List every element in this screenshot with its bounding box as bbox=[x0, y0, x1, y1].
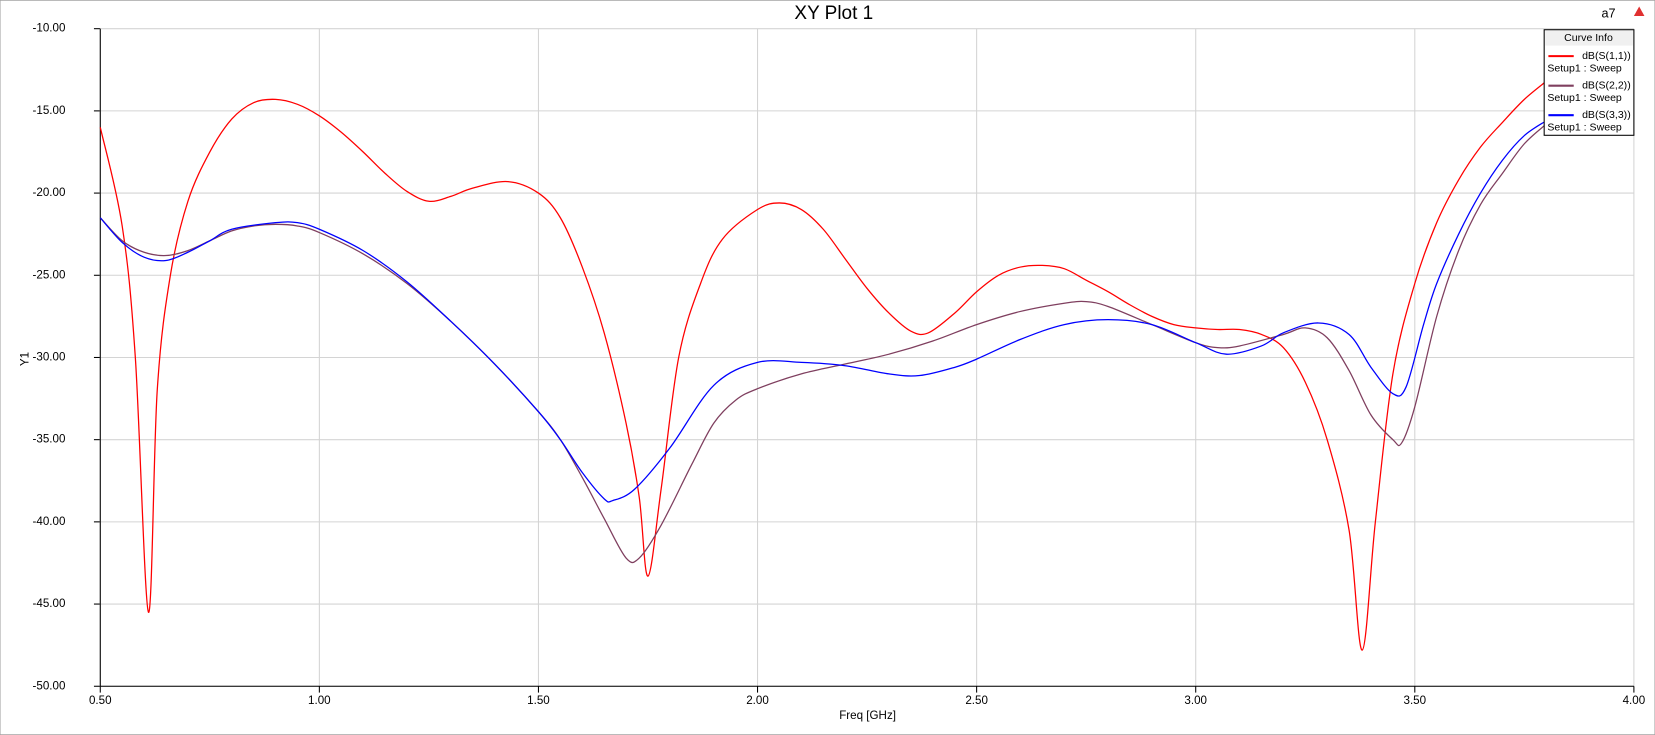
legend-header bbox=[1545, 30, 1633, 46]
data-line bbox=[99, 80, 1547, 651]
y-tick-label: -50.00 bbox=[33, 679, 66, 692]
legend-label: dB(S(2,2)) bbox=[1582, 79, 1631, 91]
x-tick-label: 3.50 bbox=[1403, 694, 1426, 707]
x-tick-label: 2.50 bbox=[965, 694, 988, 707]
x-tick-label: 4.00 bbox=[1623, 694, 1646, 707]
x-tick-label: 2.00 bbox=[746, 694, 769, 707]
y-tick-label: -25.00 bbox=[33, 268, 66, 281]
data-line bbox=[99, 123, 1547, 564]
y-tick-label: -30.00 bbox=[33, 351, 66, 364]
y-tick-label: -45.00 bbox=[33, 597, 66, 610]
legend-title: Curve Info bbox=[1564, 32, 1613, 44]
y-tick-label: -10.00 bbox=[33, 22, 66, 35]
corner-icon bbox=[1633, 6, 1645, 17]
y-tick-label: -40.00 bbox=[33, 515, 66, 528]
legend-setup: Setup1 : Sweep bbox=[1547, 92, 1622, 104]
y-tick-label: -35.00 bbox=[33, 433, 66, 446]
x-axis-label: Freq [GHz] bbox=[839, 709, 896, 722]
x-tick-label: 3.00 bbox=[1184, 694, 1207, 707]
y-tick-label: -20.00 bbox=[33, 186, 66, 199]
corner-label: a7 bbox=[1602, 6, 1616, 20]
legend-setup: Setup1 : Sweep bbox=[1547, 122, 1622, 134]
x-tick-label: 1.00 bbox=[308, 694, 331, 707]
chart-title: XY Plot 1 bbox=[794, 3, 873, 24]
legend-label: dB(S(1,1)) bbox=[1582, 50, 1631, 62]
plot-area: -10.00 -15.00 -20.00 -25.00 -30.00 -35.00 -40.… bbox=[33, 22, 1646, 707]
data-line bbox=[99, 120, 1547, 503]
y-tick-label: -15.00 bbox=[33, 104, 66, 117]
legend-label: dB(S(3,3)) bbox=[1582, 109, 1631, 121]
x-tick-label: 1.50 bbox=[527, 694, 550, 707]
legend-box bbox=[1543, 29, 1635, 136]
y-axis-label: Y1 bbox=[18, 352, 31, 366]
x-tick-label: 0.50 bbox=[89, 694, 112, 707]
legend-setup: Setup1 : Sweep bbox=[1547, 63, 1622, 75]
